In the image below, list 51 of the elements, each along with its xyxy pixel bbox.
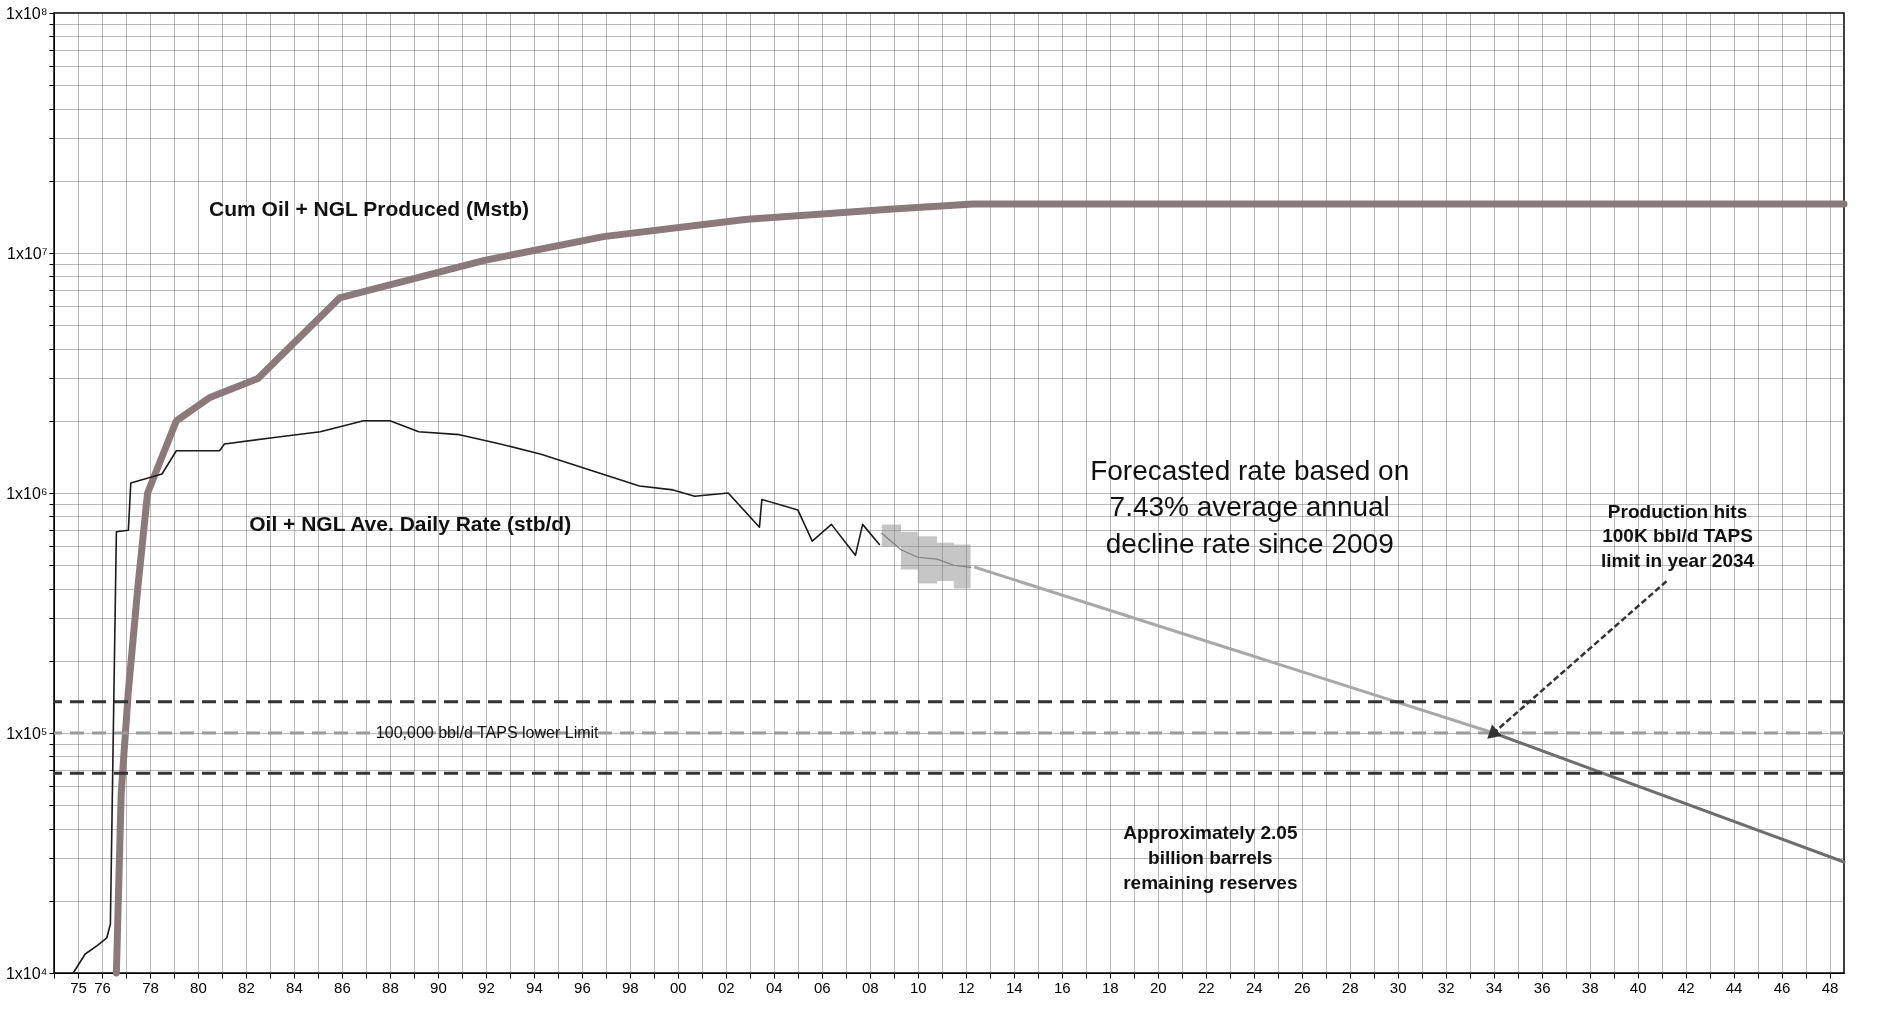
annotation: Oil + NGL Ave. Daily Rate (stb/d): [249, 511, 572, 535]
x-tick-label: 20: [1149, 978, 1167, 996]
x-tick-label: 44: [1725, 978, 1743, 996]
x-tick-label: 98: [622, 978, 639, 996]
x-tick-label: 10: [909, 978, 927, 996]
x-tick-label: 18: [1101, 978, 1119, 996]
x-tick-label: 82: [238, 978, 255, 996]
x-tick-label: 96: [574, 978, 591, 996]
x-tick-label: 02: [718, 978, 735, 996]
y-tick-label: 1x10⁷: [7, 244, 48, 262]
x-tick-label: 16: [1053, 978, 1071, 996]
x-tick-label: 26: [1293, 978, 1311, 996]
x-tick-label: 36: [1533, 978, 1551, 996]
x-tick-label: 40: [1629, 978, 1647, 996]
x-tick-label: 34: [1485, 978, 1503, 996]
y-tick-label: 1x10⁵: [6, 724, 48, 742]
line-series: [881, 532, 972, 568]
y-tick-label: 1x10⁴: [5, 964, 48, 982]
x-tick-label: 04: [766, 978, 783, 996]
x-tick-label: 22: [1197, 978, 1215, 996]
x-tick-label: 46: [1773, 978, 1791, 996]
annotation: Approximately 2.05 billion barrels remaining reserves: [1123, 822, 1298, 893]
x-tick-label: 42: [1677, 978, 1695, 996]
x-tick-label: 78: [142, 978, 159, 996]
annotation: Forecasted rate based on 7.43% average annual decline rate since 2009: [1090, 454, 1410, 559]
x-tick-label: 06: [813, 978, 831, 996]
x-tick-label: 84: [286, 978, 303, 996]
y-tick-label: 1x10⁸: [6, 4, 48, 22]
x-tick-label: 75: [70, 978, 87, 996]
x-tick-label: 92: [478, 978, 495, 996]
ref-line-label: 100,000 bbl/d TAPS lower Limit: [375, 724, 600, 741]
x-tick-label: 08: [861, 978, 879, 996]
x-tick-label: 28: [1341, 978, 1359, 996]
x-tick-label: 30: [1389, 978, 1407, 996]
x-tick-label: 24: [1245, 978, 1263, 996]
x-tick-label: 76: [94, 978, 111, 996]
y-tick-label: 1x10⁶: [6, 484, 48, 502]
x-tick-label: 12: [957, 978, 975, 996]
x-tick-label: 90: [430, 978, 447, 996]
x-tick-label: 94: [526, 978, 543, 996]
x-tick-label: 88: [382, 978, 399, 996]
x-tick-label: 80: [190, 978, 207, 996]
x-tick-label: 00: [670, 978, 687, 996]
x-tick-label: 14: [1005, 978, 1023, 996]
x-tick-label: 32: [1437, 978, 1455, 996]
annotation: Production hits 100K bbl/d TAPS limit in year 2034: [1600, 500, 1755, 571]
line-series: [72, 419, 881, 974]
x-tick-label: 38: [1581, 978, 1599, 996]
x-tick-label: 48: [1821, 978, 1839, 996]
annotation: Cum Oil + NGL Produced (Mstb): [209, 196, 529, 220]
x-tick-label: 86: [334, 978, 351, 996]
